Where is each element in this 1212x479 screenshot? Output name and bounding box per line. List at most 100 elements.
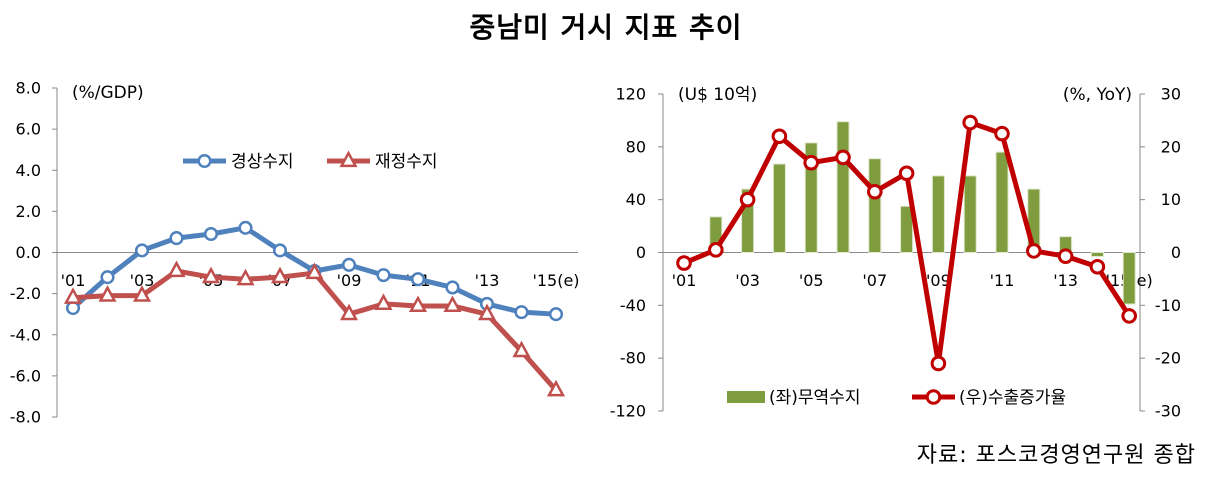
data-point-s1-2002 [708, 242, 724, 258]
y-right-tick-label: -20 [1155, 349, 1181, 368]
y-tick-label: 4.0 [16, 161, 41, 180]
y-tick-label: 8.0 [16, 79, 41, 98]
data-point-s1-2004 [167, 260, 186, 278]
data-point-s0-2001 [65, 300, 81, 316]
y-left-tick-label: 40 [626, 190, 646, 209]
data-point-s1-2005 [201, 266, 221, 284]
data-point-s1-2007 [270, 266, 290, 284]
data-point-s0-2006 [238, 220, 253, 235]
data-point-s1-2010 [374, 293, 393, 311]
data-point-s1-2015 [546, 379, 566, 397]
bar-2006 [836, 121, 850, 253]
y-tick-label: 0.0 [16, 243, 41, 262]
data-point-s1-2001 [63, 287, 83, 304]
data-point-s1-2012 [1026, 243, 1042, 259]
data-point-s0-2004 [169, 231, 184, 246]
y-axis-unit-label: (%/GDP) [72, 83, 144, 103]
x-tick-label: '11 [990, 271, 1015, 290]
bar-2005 [804, 142, 818, 253]
x-tick-label: '05 [799, 271, 824, 290]
data-point-s1-2012 [443, 295, 462, 313]
x-tick-label: '01 [672, 271, 697, 290]
chart-right-trade: 120 80 40 0 -40 -80 -120 30 20 10 0 -10 -20 -30 '01 '03… [610, 85, 1181, 421]
bar-2014 [1090, 252, 1104, 257]
data-point-s1-2011 [408, 295, 428, 313]
x-tick-label: '09 [337, 271, 362, 290]
data-point-s1-2013 [1057, 248, 1074, 264]
legend-swatch-bar-0 [727, 391, 765, 403]
y-tick-label: -8.0 [10, 408, 41, 427]
y-tick-label: -6.0 [10, 366, 41, 385]
y-tick-label: -2.0 [10, 284, 41, 303]
data-point-s1-2009 [930, 355, 947, 372]
data-point-s1-2001 [676, 255, 692, 271]
data-point-s1-2005 [803, 154, 820, 171]
bar-2007 [868, 158, 882, 254]
data-point-s1-2015 [1121, 308, 1137, 324]
x-tick-label: '13 [1053, 271, 1078, 290]
bar-2015 [1122, 252, 1136, 305]
data-point-s0-2011 [410, 272, 426, 287]
data-point-s0-2002 [100, 270, 115, 285]
legend-label-0: 경상수지 [231, 152, 294, 172]
data-point-s1-2006 [236, 268, 255, 286]
y-axis-left-unit-label: (U$ 10억) [678, 85, 757, 105]
legend-swatch-marker-1 [925, 389, 942, 405]
data-point-s0-2015 [548, 307, 564, 322]
bar-2011 [995, 151, 1009, 253]
y-tick-label: -4.0 [10, 325, 41, 344]
data-point-s1-2004 [771, 128, 788, 145]
data-point-s1-2011 [994, 125, 1010, 142]
data-point-s0-2014 [514, 305, 529, 320]
data-point-s1-2006 [835, 149, 851, 166]
x-tick-label: '03 [130, 271, 155, 290]
legend-label-0: (좌)무역수지 [769, 388, 860, 408]
data-point-s1-2010 [962, 114, 979, 131]
data-point-s1-2003 [739, 191, 756, 208]
y-axis-right-unit-label: (%, YoY) [1063, 85, 1132, 105]
y-right-tick-label: 30 [1161, 85, 1181, 104]
y-tick-label: 2.0 [16, 202, 41, 221]
x-tick-label: '03 [735, 271, 760, 290]
y-left-tick-label: -40 [620, 296, 646, 315]
data-point-s1-2013 [477, 303, 497, 321]
data-point-s1-2007 [867, 183, 883, 200]
data-point-s1-2008 [305, 262, 324, 280]
chart-left-balances: 8.06.04.02.00.0-2.0-4.0-6.0-8.0'01'03'05… [10, 79, 580, 427]
x-tick-label: '15(e) [532, 271, 579, 290]
y-left-tick-label: 80 [626, 137, 646, 156]
legend-swatch-marker-1 [339, 150, 358, 168]
data-point-s0-2010 [376, 268, 391, 283]
legend-label-1: 재정수지 [375, 152, 438, 172]
data-point-s1-2003 [132, 285, 152, 302]
y-left-tick-label: -120 [610, 402, 646, 421]
x-tick-label: '09 [926, 271, 951, 290]
y-right-tick-label: 10 [1161, 190, 1181, 209]
y-right-tick-label: 20 [1161, 137, 1181, 156]
y-right-tick-label: 0 [1171, 243, 1181, 262]
data-point-s1-2002 [98, 285, 117, 302]
y-left-tick-label: -80 [620, 349, 646, 368]
x-tick-label: '01 [61, 271, 86, 290]
data-point-s1-2014 [1089, 258, 1106, 275]
y-right-tick-label: -30 [1155, 402, 1181, 421]
x-tick-label: '07 [862, 271, 887, 290]
bar-2009 [931, 175, 945, 253]
bar-2008 [900, 205, 914, 253]
legend-label-1: (우)수출증가율 [959, 388, 1066, 408]
y-tick-label: 6.0 [16, 120, 41, 139]
figure-title: 중남미 거시 지표 추이 [469, 11, 743, 44]
x-tick-label: '13 [475, 271, 500, 290]
legend-swatch-marker-0 [197, 153, 212, 169]
bar-2004 [772, 163, 786, 253]
data-point-s0-2007 [272, 243, 288, 258]
data-point-s0-2005 [203, 226, 219, 242]
data-point-s1-2009 [339, 303, 359, 321]
y-left-tick-label: 120 [615, 85, 646, 104]
data-point-s0-2003 [134, 243, 150, 258]
data-point-s1-2008 [898, 165, 915, 182]
bar-2010 [963, 175, 977, 253]
data-point-s0-2012 [445, 280, 460, 295]
data-point-s1-2014 [512, 340, 531, 358]
